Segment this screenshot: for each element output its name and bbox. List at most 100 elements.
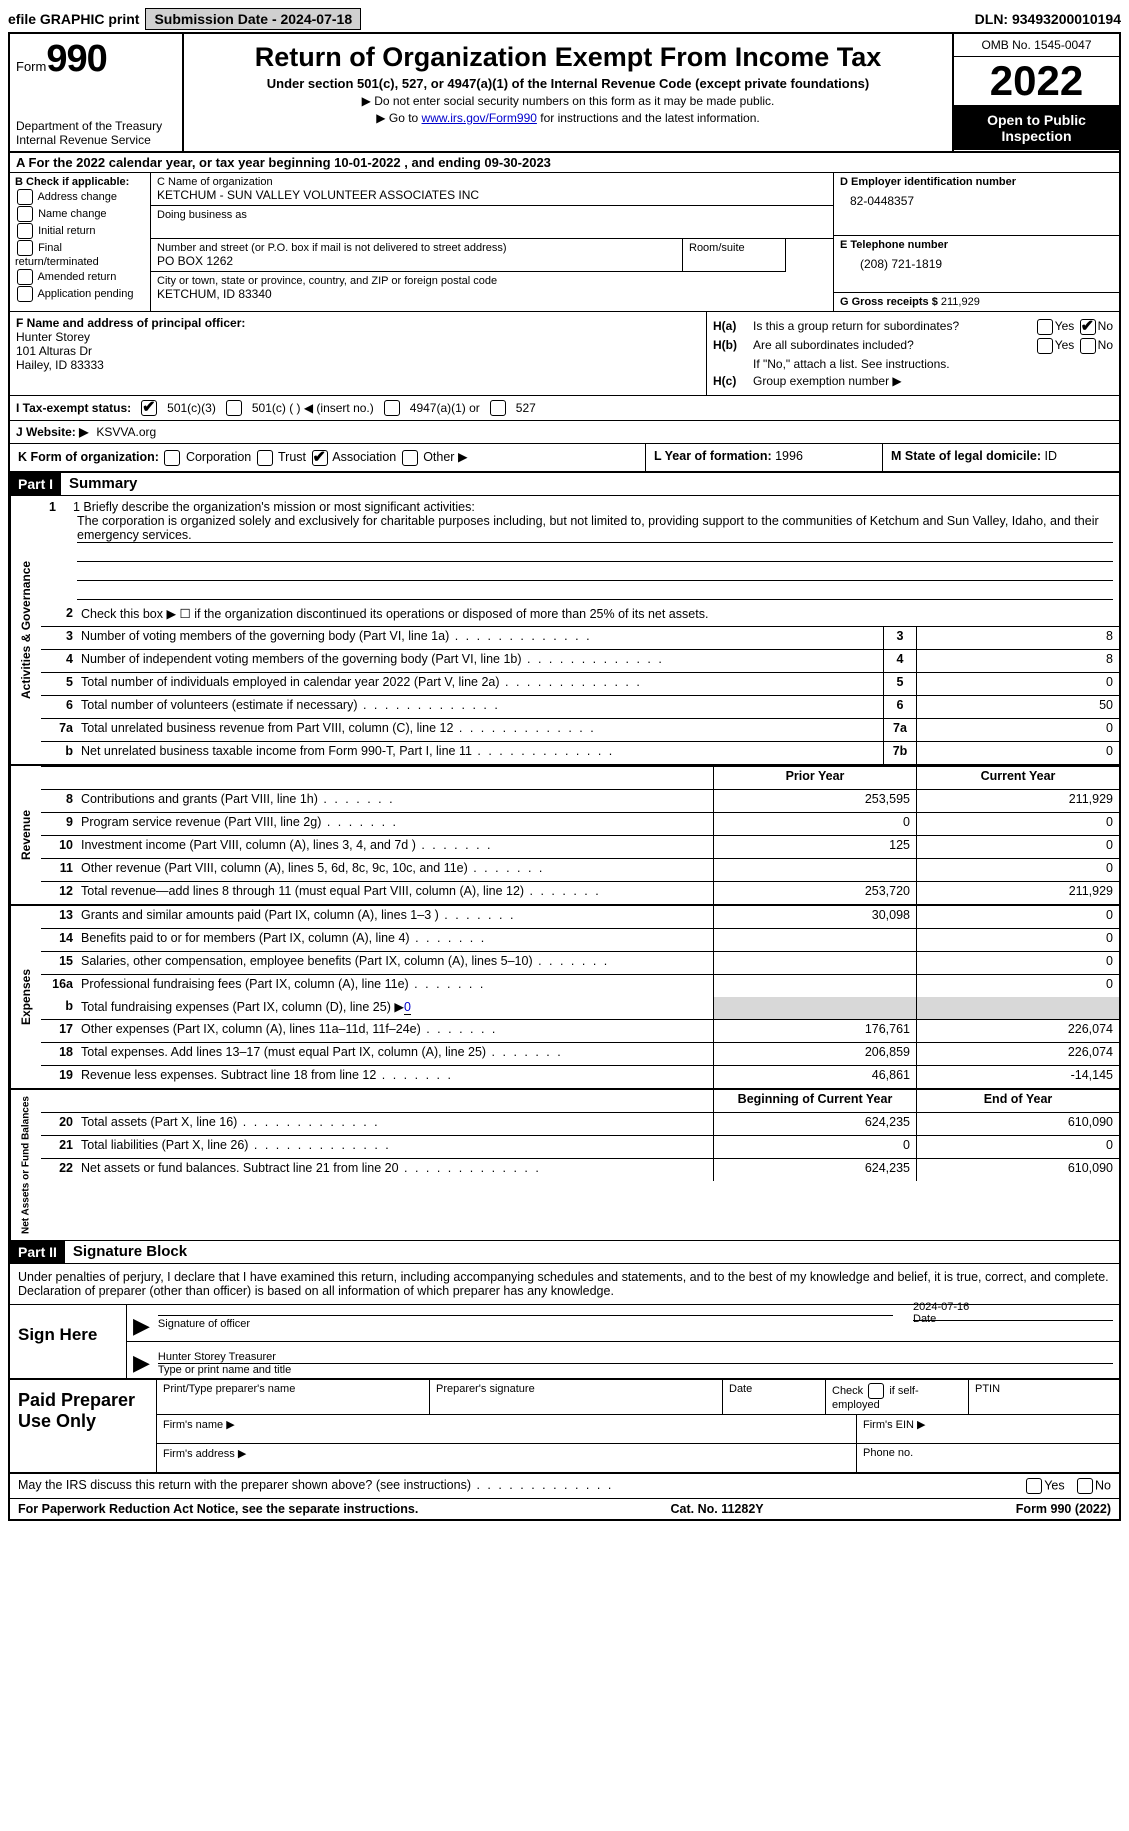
discuss-no[interactable]	[1077, 1478, 1093, 1494]
column-f: F Name and address of principal officer:…	[10, 312, 707, 395]
chk-initial-return[interactable]: Initial return	[15, 223, 145, 239]
form-number: 990	[46, 38, 106, 80]
chk-address-change[interactable]: Address change	[15, 189, 145, 205]
chk-other[interactable]	[402, 450, 418, 466]
dept-treasury: Department of the Treasury	[16, 119, 176, 133]
line-17: 17 Other expenses (Part IX, column (A), …	[41, 1020, 1119, 1043]
row-a-tax-year: A For the 2022 calendar year, or tax yea…	[10, 153, 1119, 173]
row-k-l-m: K Form of organization: Corporation Trus…	[10, 444, 1119, 473]
omb-number: OMB No. 1545-0047	[954, 34, 1119, 57]
officer-name-line: ▶ Hunter Storey Treasurer Type or print …	[127, 1342, 1119, 1378]
hb-yes[interactable]	[1037, 338, 1053, 354]
gross-receipts-value: 211,929	[941, 296, 980, 308]
line-21: 21 Total liabilities (Part X, line 26) 0…	[41, 1136, 1119, 1159]
line-2: 2 Check this box ▶ ☐ if the organization…	[41, 604, 1119, 627]
m-state-domicile: M State of legal domicile: ID	[883, 444, 1119, 471]
line-3: 3 Number of voting members of the govern…	[41, 627, 1119, 650]
chk-trust[interactable]	[257, 450, 273, 466]
net-assets-section: Net Assets or Fund Balances Beginning of…	[10, 1090, 1119, 1241]
street-cell: Number and street (or P.O. box if mail i…	[151, 239, 683, 272]
page-footer: For Paperwork Reduction Act Notice, see …	[10, 1499, 1119, 1519]
irs-discuss-row: May the IRS discuss this return with the…	[10, 1474, 1119, 1499]
chk-self-employed[interactable]	[868, 1383, 884, 1399]
section-b-through-g: B Check if applicable: Address change Na…	[10, 173, 1119, 312]
signature-declaration: Under penalties of perjury, I declare th…	[10, 1264, 1119, 1305]
ha-no[interactable]	[1080, 319, 1096, 335]
line-11: 11 Other revenue (Part VIII, column (A),…	[41, 859, 1119, 882]
chk-name-change[interactable]: Name change	[15, 206, 145, 222]
officer-addr2: Hailey, ID 83333	[16, 358, 700, 372]
chk-application-pending[interactable]: Application pending	[15, 286, 145, 302]
mission-text: The corporation is organized solely and …	[77, 514, 1113, 543]
hb-no[interactable]	[1080, 338, 1096, 354]
h-b-note: If "No," attach a list. See instructions…	[713, 357, 1113, 371]
dln-label: DLN: 93493200010194	[975, 11, 1121, 27]
discuss-yes[interactable]	[1026, 1478, 1042, 1494]
column-d-e-g: D Employer identification number 82-0448…	[834, 173, 1119, 311]
h-a-row: H(a) Is this a group return for subordin…	[713, 319, 1113, 335]
chk-501c[interactable]	[226, 400, 242, 416]
chk-501c3[interactable]	[141, 400, 157, 416]
gross-receipts-cell: G Gross receipts $ 211,929	[834, 293, 1119, 311]
line-6: 6 Total number of volunteers (estimate i…	[41, 696, 1119, 719]
paid-preparer-block: Paid Preparer Use Only Print/Type prepar…	[10, 1380, 1119, 1474]
website-value: KSVVA.org	[96, 425, 156, 439]
ein-cell: D Employer identification number 82-0448…	[834, 173, 1119, 236]
line-16b: b Total fundraising expenses (Part IX, c…	[41, 997, 1119, 1020]
footer-left: For Paperwork Reduction Act Notice, see …	[18, 1502, 418, 1516]
chk-amended-return[interactable]: Amended return	[15, 269, 145, 285]
line-5: 5 Total number of individuals employed i…	[41, 673, 1119, 696]
sign-here-label: Sign Here	[10, 1305, 127, 1378]
header-middle: Return of Organization Exempt From Incom…	[184, 34, 952, 151]
chk-527[interactable]	[490, 400, 506, 416]
chk-assoc[interactable]	[312, 450, 328, 466]
part-ii-header: Part II Signature Block	[10, 1241, 1119, 1264]
l-year-formation: L Year of formation: 1996	[646, 444, 883, 471]
row-i-tax-exempt: I Tax-exempt status: 501(c)(3) 501(c) ( …	[10, 396, 1119, 421]
form-word: Form	[16, 59, 46, 74]
na-header-row: Beginning of Current Year End of Year	[41, 1090, 1119, 1113]
irs-link[interactable]: www.irs.gov/Form990	[422, 111, 537, 125]
officer-addr1: 101 Alturas Dr	[16, 344, 700, 358]
chk-4947[interactable]	[384, 400, 400, 416]
form-header: Form990 Department of the Treasury Inter…	[10, 34, 1119, 153]
arrow-icon: ▶	[133, 1313, 150, 1339]
submission-date-button[interactable]: Submission Date - 2024-07-18	[145, 8, 361, 30]
line-20: 20 Total assets (Part X, line 16) 624,23…	[41, 1113, 1119, 1136]
expenses-section: Expenses 13 Grants and similar amounts p…	[10, 906, 1119, 1090]
org-name: KETCHUM - SUN VALLEY VOLUNTEER ASSOCIATE…	[157, 188, 827, 202]
signature-line: ▶ Signature of officer 2024-07-16 Date	[127, 1305, 1119, 1342]
chk-corp[interactable]	[164, 450, 180, 466]
side-label-revenue: Revenue	[10, 766, 41, 904]
line-12: 12 Total revenue—add lines 8 through 11 …	[41, 882, 1119, 904]
footer-right: Form 990 (2022)	[1016, 1502, 1111, 1516]
line-16a: 16a Professional fundraising fees (Part …	[41, 975, 1119, 997]
header-right: OMB No. 1545-0047 2022 Open to Public In…	[952, 34, 1119, 151]
sign-date: 2024-07-16	[913, 1301, 1113, 1313]
line-9: 9 Program service revenue (Part VIII, li…	[41, 813, 1119, 836]
line-13: 13 Grants and similar amounts paid (Part…	[41, 906, 1119, 929]
mission-block: 11 Briefly describe the organization's m…	[41, 496, 1119, 604]
line-b: b Net unrelated business taxable income …	[41, 742, 1119, 764]
part-i-header: Part I Summary	[10, 473, 1119, 496]
prep-row-3: Firm's address ▶ Phone no.	[157, 1444, 1119, 1472]
line-7a: 7a Total unrelated business revenue from…	[41, 719, 1119, 742]
footer-mid: Cat. No. 11282Y	[671, 1502, 764, 1516]
h-b-row: H(b) Are all subordinates included? Yes …	[713, 338, 1113, 354]
form-990: Form990 Department of the Treasury Inter…	[8, 32, 1121, 1521]
chk-final-return[interactable]: Final return/terminated	[15, 240, 145, 268]
top-bar: efile GRAPHIC print Submission Date - 20…	[8, 8, 1121, 30]
revenue-section: Revenue Prior Year Current Year 8 Contri…	[10, 766, 1119, 906]
column-b: B Check if applicable: Address change Na…	[10, 173, 151, 311]
side-label-ag: Activities & Governance	[10, 496, 41, 764]
b-header: B Check if applicable:	[15, 176, 145, 188]
prep-row-2: Firm's name ▶ Firm's EIN ▶	[157, 1415, 1119, 1444]
line-18: 18 Total expenses. Add lines 13–17 (must…	[41, 1043, 1119, 1066]
officer-printed-name: Hunter Storey Treasurer	[158, 1351, 1113, 1363]
dba-cell: Doing business as	[151, 206, 833, 239]
efile-label: efile GRAPHIC print	[8, 11, 139, 27]
line-10: 10 Investment income (Part VIII, column …	[41, 836, 1119, 859]
row-j-website: J Website: ▶ KSVVA.org	[10, 421, 1119, 444]
ha-yes[interactable]	[1037, 319, 1053, 335]
prep-row-1: Print/Type preparer's name Preparer's si…	[157, 1380, 1119, 1415]
